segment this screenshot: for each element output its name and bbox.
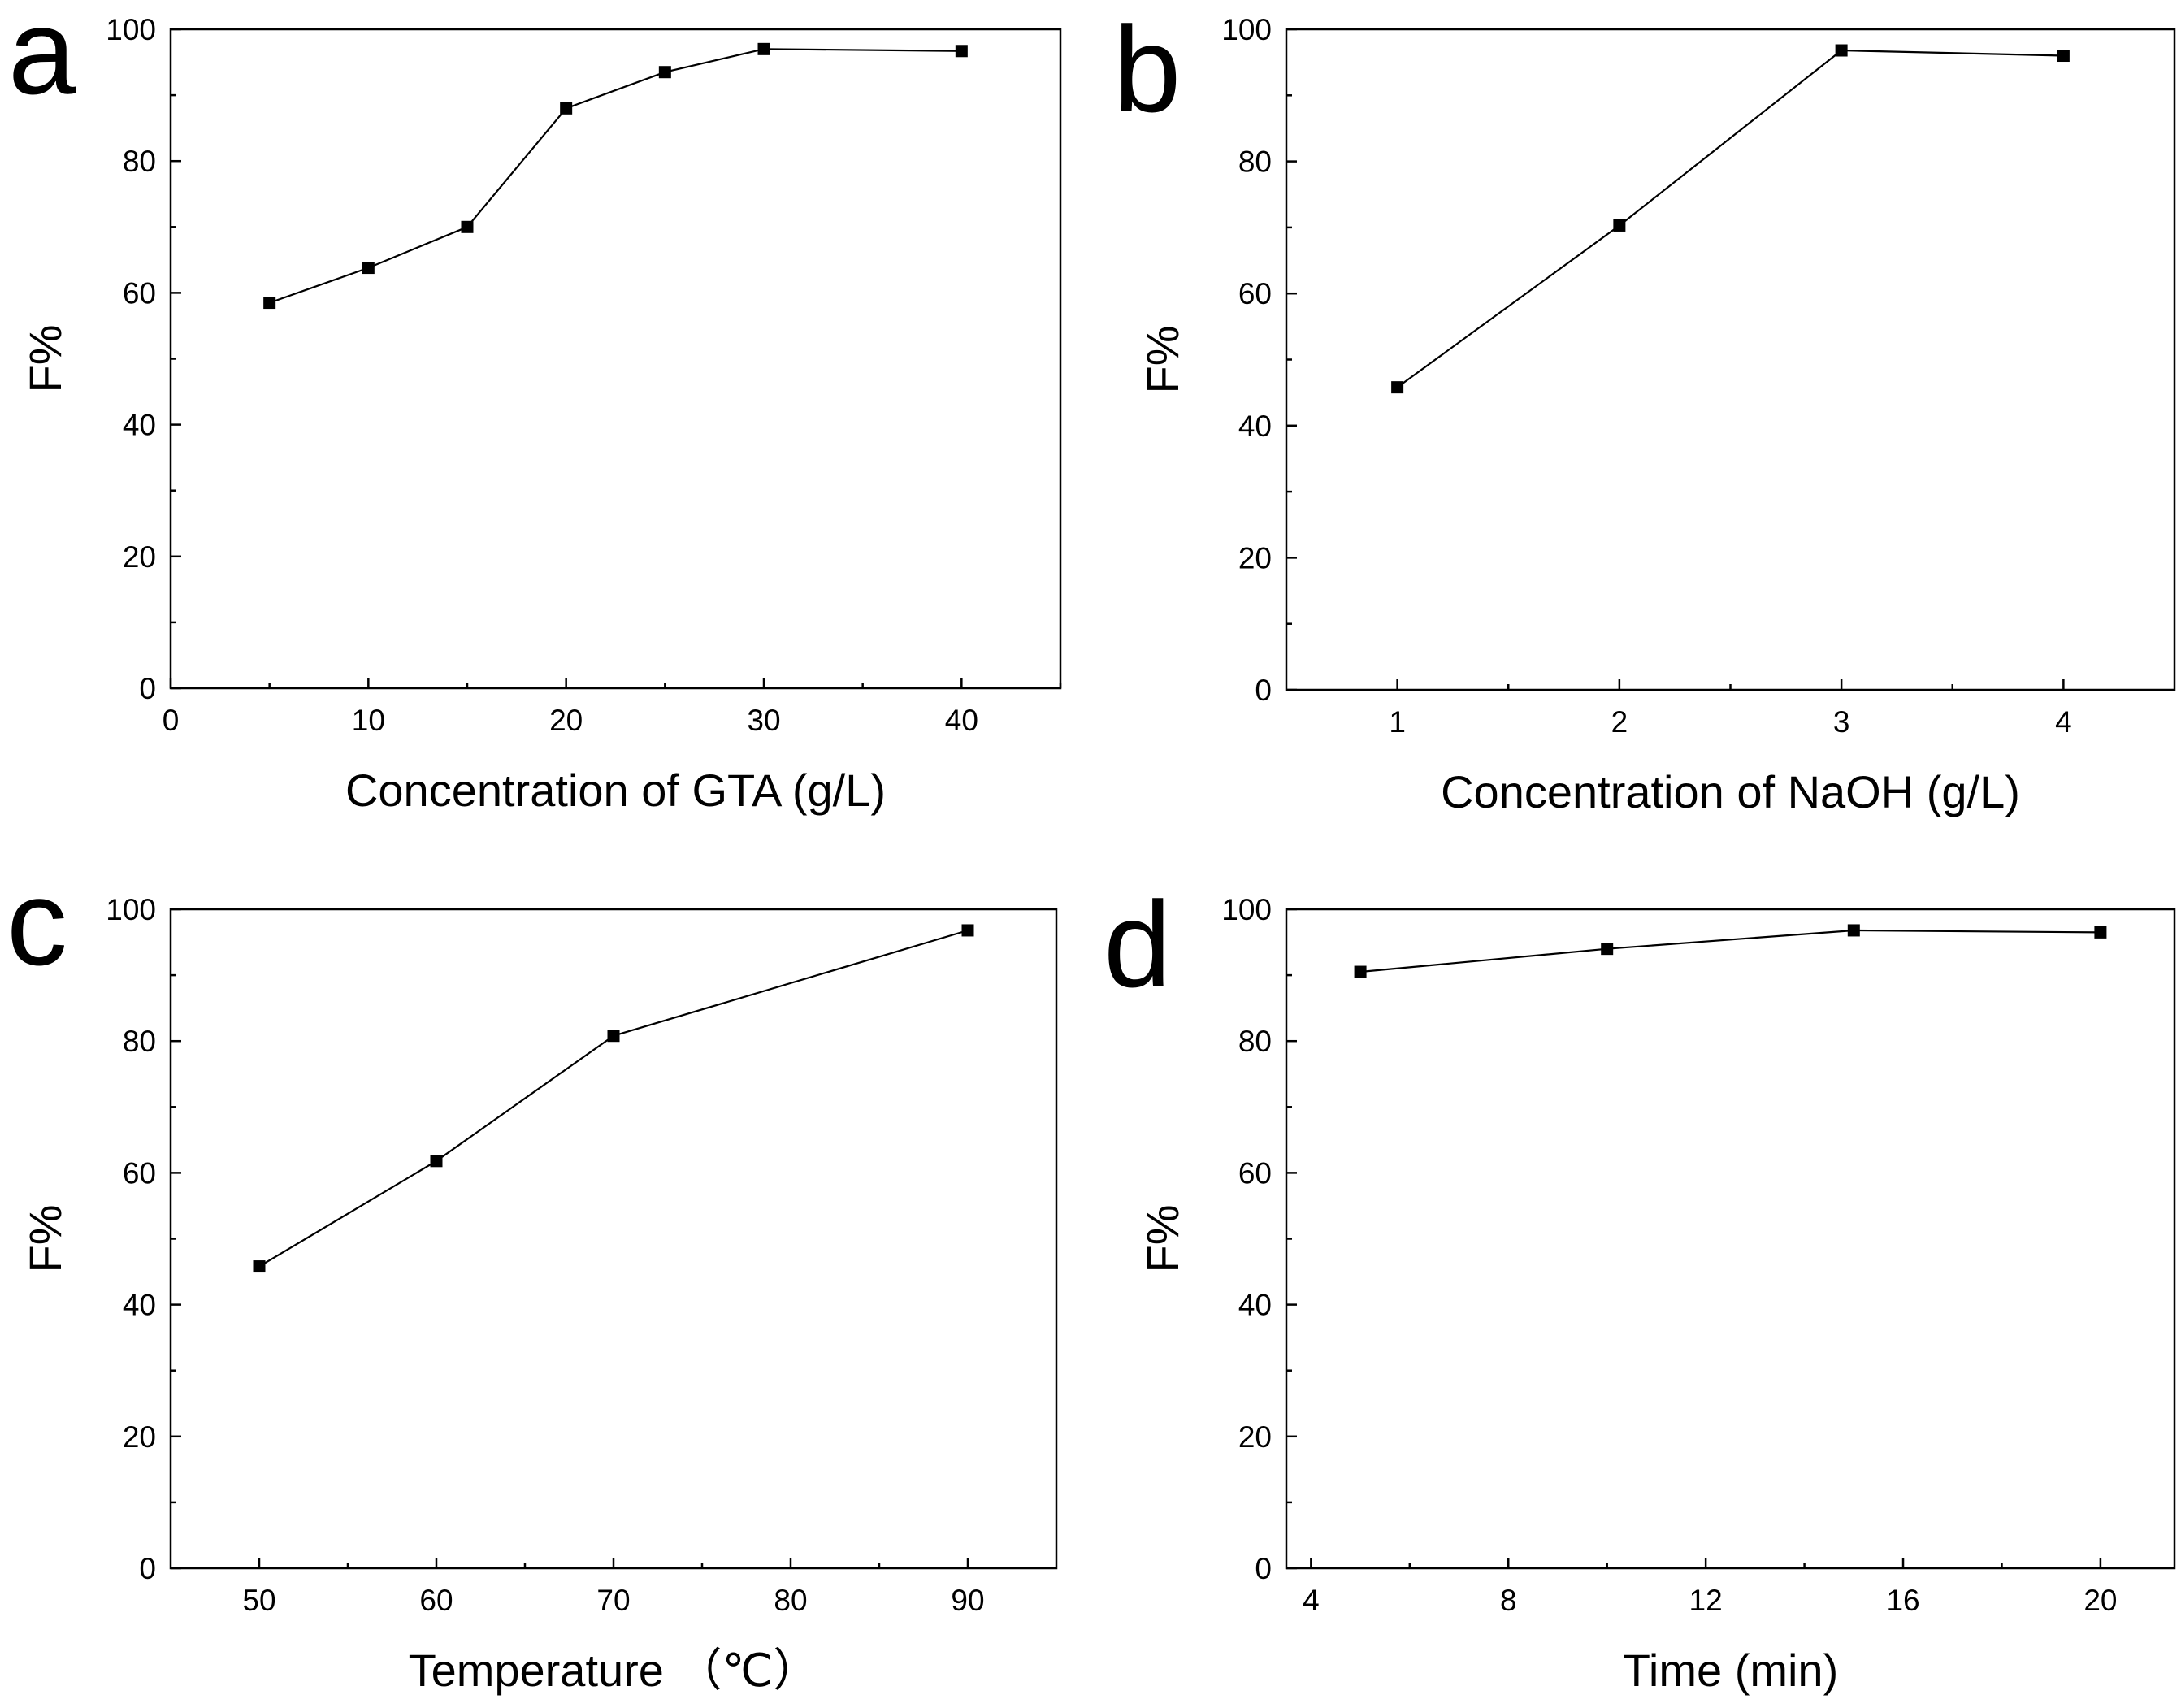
y-tick-label: 60 [123,1156,156,1190]
data-point-marker [1354,965,1367,978]
x-tick-label: 80 [774,1584,807,1617]
y-tick-label: 60 [123,276,156,310]
data-point-marker [362,262,375,275]
data-point-marker [658,66,671,79]
y-tick-label: 60 [1238,1156,1272,1190]
data-point-marker [2094,926,2107,939]
chart-panel-d: 4 8 12 16 20 0 20 40 60 80 100 Time (min) F% d [1104,876,2176,1696]
y-tick-label: 100 [106,13,156,46]
x-axis-title: Concentration of NaOH (g/L) [1441,766,2020,817]
x-tick-label: 60 [419,1584,453,1617]
x-axis-title: Concentration of GTA (g/L) [345,765,886,816]
chart-panel-c: 50 60 70 80 90 0 20 40 60 80 100 Temperature （℃） F% c [7,854,1058,1696]
panel-letter: a [8,0,76,119]
series-line [1396,49,2064,388]
y-tick-label: 100 [1221,893,1272,926]
plot-frame [169,908,1058,1570]
x-tick-label: 16 [1886,1584,1919,1617]
data-point-marker [757,42,770,55]
x-tick-label: 50 [242,1584,275,1617]
panel-letter: c [7,854,67,991]
x-tick-label: 3 [1833,705,1850,739]
data-point-marker [430,1155,443,1168]
y-tick-label: 0 [139,672,156,705]
y-axis-title: F% [1137,326,1188,394]
y-tick-label: 60 [1238,277,1272,310]
y-axis-title: F% [1137,1205,1188,1273]
data-point-marker [607,1030,620,1043]
y-tick-label: 0 [139,1552,156,1585]
y-tick-label: 100 [1221,13,1272,46]
x-tick-label: 1 [1389,705,1406,739]
x-tick-label: 90 [951,1584,984,1617]
y-tick-label: 100 [106,893,156,926]
data-point-marker [1847,924,1860,937]
x-tick-label: 10 [352,704,385,737]
y-tick-label: 80 [1238,1025,1272,1058]
y-tick-label: 40 [1238,410,1272,443]
data-point-marker [560,102,573,115]
y-axis-title: F% [20,1205,71,1273]
series-line [258,929,969,1268]
data-point-marker [1601,943,1614,956]
x-tick-label: 20 [549,704,583,737]
data-point-marker [263,297,276,310]
data-point-marker [461,220,474,233]
data-point-marker [1835,44,1848,57]
x-tick-label: 20 [2083,1584,2117,1617]
y-tick-label: 80 [1238,145,1272,179]
y-tick-label: 40 [123,1289,156,1322]
data-point-marker [955,45,968,58]
y-tick-label: 20 [1238,1420,1272,1454]
y-tick-label: 80 [123,1025,156,1058]
data-point-marker [1391,381,1404,394]
x-tick-label: 8 [1500,1584,1517,1617]
series-line [1359,929,2101,973]
x-tick-label: 70 [596,1584,630,1617]
plot-frame [1285,908,2176,1570]
data-point-marker [1613,219,1626,232]
x-tick-label: 4 [1303,1584,1320,1617]
panel-letter: d [1104,876,1171,1012]
data-point-marker [961,924,974,937]
data-point-marker [2057,50,2070,63]
x-tick-label: 30 [747,704,780,737]
y-tick-label: 40 [1238,1289,1272,1322]
x-tick-label: 2 [1611,705,1628,739]
plot-frame [1285,28,2176,691]
x-axis-title: Time (min) [1623,1645,1838,1696]
y-tick-label: 0 [1255,674,1272,707]
plot-frame [169,28,1062,690]
x-axis-title: Temperature （℃） [409,1645,819,1696]
y-tick-label: 20 [123,540,156,574]
x-tick-label: 40 [945,704,978,737]
data-point-marker [253,1260,266,1273]
y-tick-label: 80 [123,145,156,178]
panel-letter: b [1113,1,1181,137]
x-tick-label: 0 [163,704,180,737]
x-tick-label: 4 [2055,705,2072,739]
y-axis-title: F% [20,325,71,393]
y-tick-label: 20 [1238,541,1272,574]
y-tick-label: 0 [1255,1552,1272,1585]
x-tick-label: 12 [1689,1584,1723,1617]
chart-panel-a: 0 10 20 30 40 0 20 40 60 80 100 Concentration of GT… [8,0,1062,816]
y-tick-label: 40 [123,409,156,442]
y-tick-label: 20 [123,1420,156,1454]
